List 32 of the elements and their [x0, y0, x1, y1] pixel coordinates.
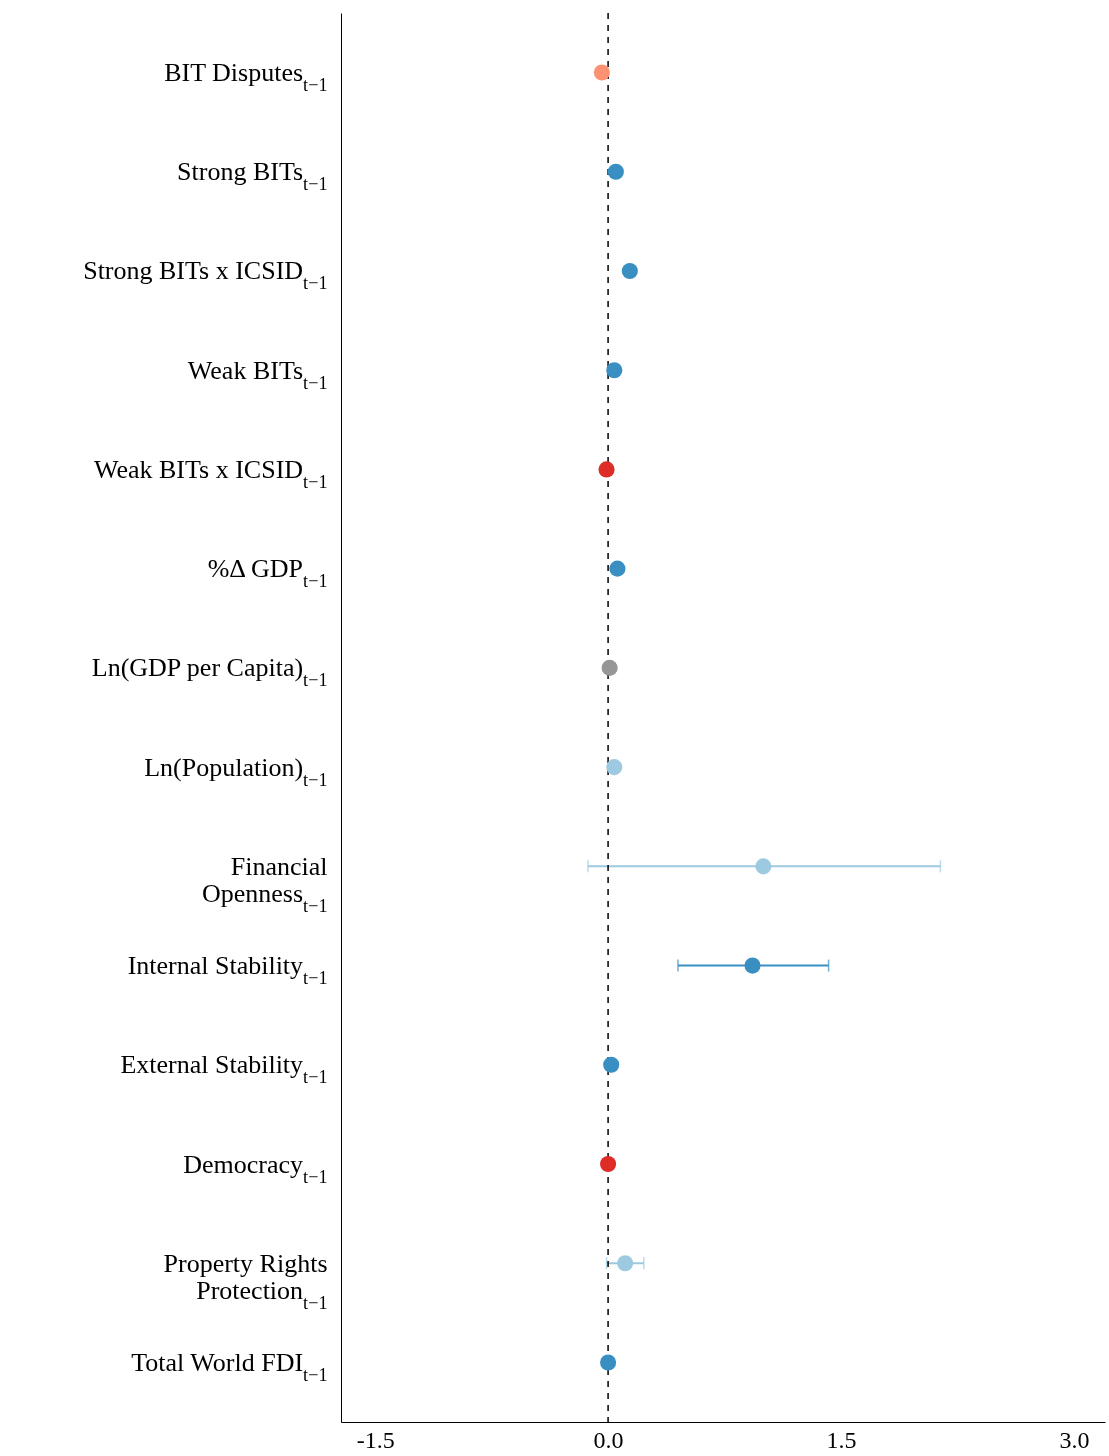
point	[607, 163, 624, 180]
point	[609, 560, 626, 577]
x-tick-label: 1.5	[826, 1426, 857, 1453]
y-tick-label: Financial Openness$_{t−1}$	[202, 851, 328, 916]
point	[606, 362, 623, 379]
point	[744, 957, 761, 974]
y-tick-label: Strong BITs$_{t−1}$	[177, 157, 328, 195]
y-tick-label: External Stability$_{t−1}$	[120, 1050, 328, 1088]
x-tick-label: -1.5	[356, 1426, 395, 1453]
point	[606, 759, 623, 776]
point	[600, 1354, 617, 1371]
point	[617, 1255, 634, 1272]
y-tick-label: Ln(Population)$_{t−1}$	[144, 752, 328, 790]
y-tick-label: BIT Disputes$_{t−1}$	[164, 58, 328, 96]
x-tick-label: 0.0	[593, 1426, 624, 1453]
point	[598, 461, 615, 478]
y-tick-label: Democracy$_{t−1}$	[183, 1149, 328, 1187]
y-tick-label: Weak BITs x ICSID$_{t−1}$	[93, 454, 328, 492]
point	[621, 262, 638, 280]
x-tick-label: 3.0	[1059, 1426, 1090, 1453]
point	[603, 1056, 620, 1073]
y-tick-label: Weak BITs$_{t−1}$	[187, 355, 328, 393]
y-tick-label: Internal Stability$_{t−1}$	[127, 951, 328, 989]
y-tick-label: Strong BITs x ICSID$_{t−1}$	[83, 256, 328, 294]
point	[593, 64, 610, 81]
point	[755, 858, 772, 875]
y-tick-label: Property Rights Protection$_{t−1}$	[163, 1248, 328, 1313]
point	[600, 1155, 617, 1173]
point	[601, 659, 618, 676]
y-tick-label: Ln(GDP per Capita)$_{t−1}$	[91, 653, 328, 691]
y-tick-label: %Δ GDP$_{t−1}$	[207, 554, 328, 592]
y-tick-label: Total World FDI$_{t−1}$	[131, 1347, 328, 1385]
